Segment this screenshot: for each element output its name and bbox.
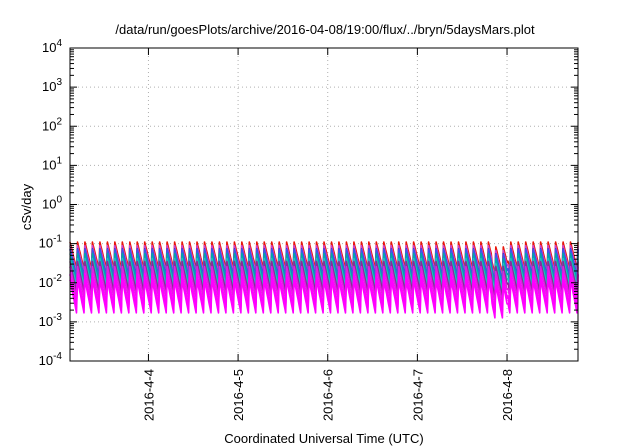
series-line-3 — [69, 248, 579, 283]
y-tick-label: 104 — [42, 38, 62, 55]
series-layer — [69, 241, 579, 319]
series-line-5 — [69, 257, 579, 292]
x-tick-label: 2016-4-8 — [500, 369, 515, 421]
x-tick-label: 2016-4-6 — [321, 369, 336, 421]
x-tick-label: 2016-4-7 — [410, 369, 425, 421]
series-line-10 — [69, 278, 579, 319]
series-line-0 — [69, 241, 579, 275]
y-axis: 10-4 10-3 10-2 10-1 100 101 102 103 104 — [39, 38, 578, 368]
x-axis: 2016-4-4 2016-4-5 2016-4-6 2016-4-7 2016-4-8 — [141, 48, 515, 421]
y-tick-label: 10-2 — [39, 273, 63, 290]
y-tick-label: 102 — [42, 116, 62, 133]
series-line-7 — [69, 265, 579, 304]
chart-title: /data/run/goesPlots/archive/2016-04-08/1… — [115, 22, 535, 37]
y-tick-label: 101 — [42, 155, 62, 172]
x-tick-label: 2016-4-4 — [141, 369, 156, 421]
series-line-9 — [69, 273, 579, 313]
y-tick-label: 100 — [42, 195, 62, 212]
series-line-4 — [69, 252, 579, 288]
x-tick-label: 2016-4-5 — [231, 369, 246, 421]
y-tick-label: 10-4 — [39, 351, 63, 368]
series-line-1 — [69, 244, 579, 278]
series-line-6 — [69, 260, 579, 298]
x-axis-title: Coordinated Universal Time (UTC) — [224, 431, 423, 446]
y-tick-label: 103 — [42, 77, 62, 94]
y-tick-label: 10-1 — [39, 234, 63, 251]
y-axis-title: cSv/day — [19, 183, 34, 230]
y-tick-label: 10-3 — [39, 312, 63, 329]
